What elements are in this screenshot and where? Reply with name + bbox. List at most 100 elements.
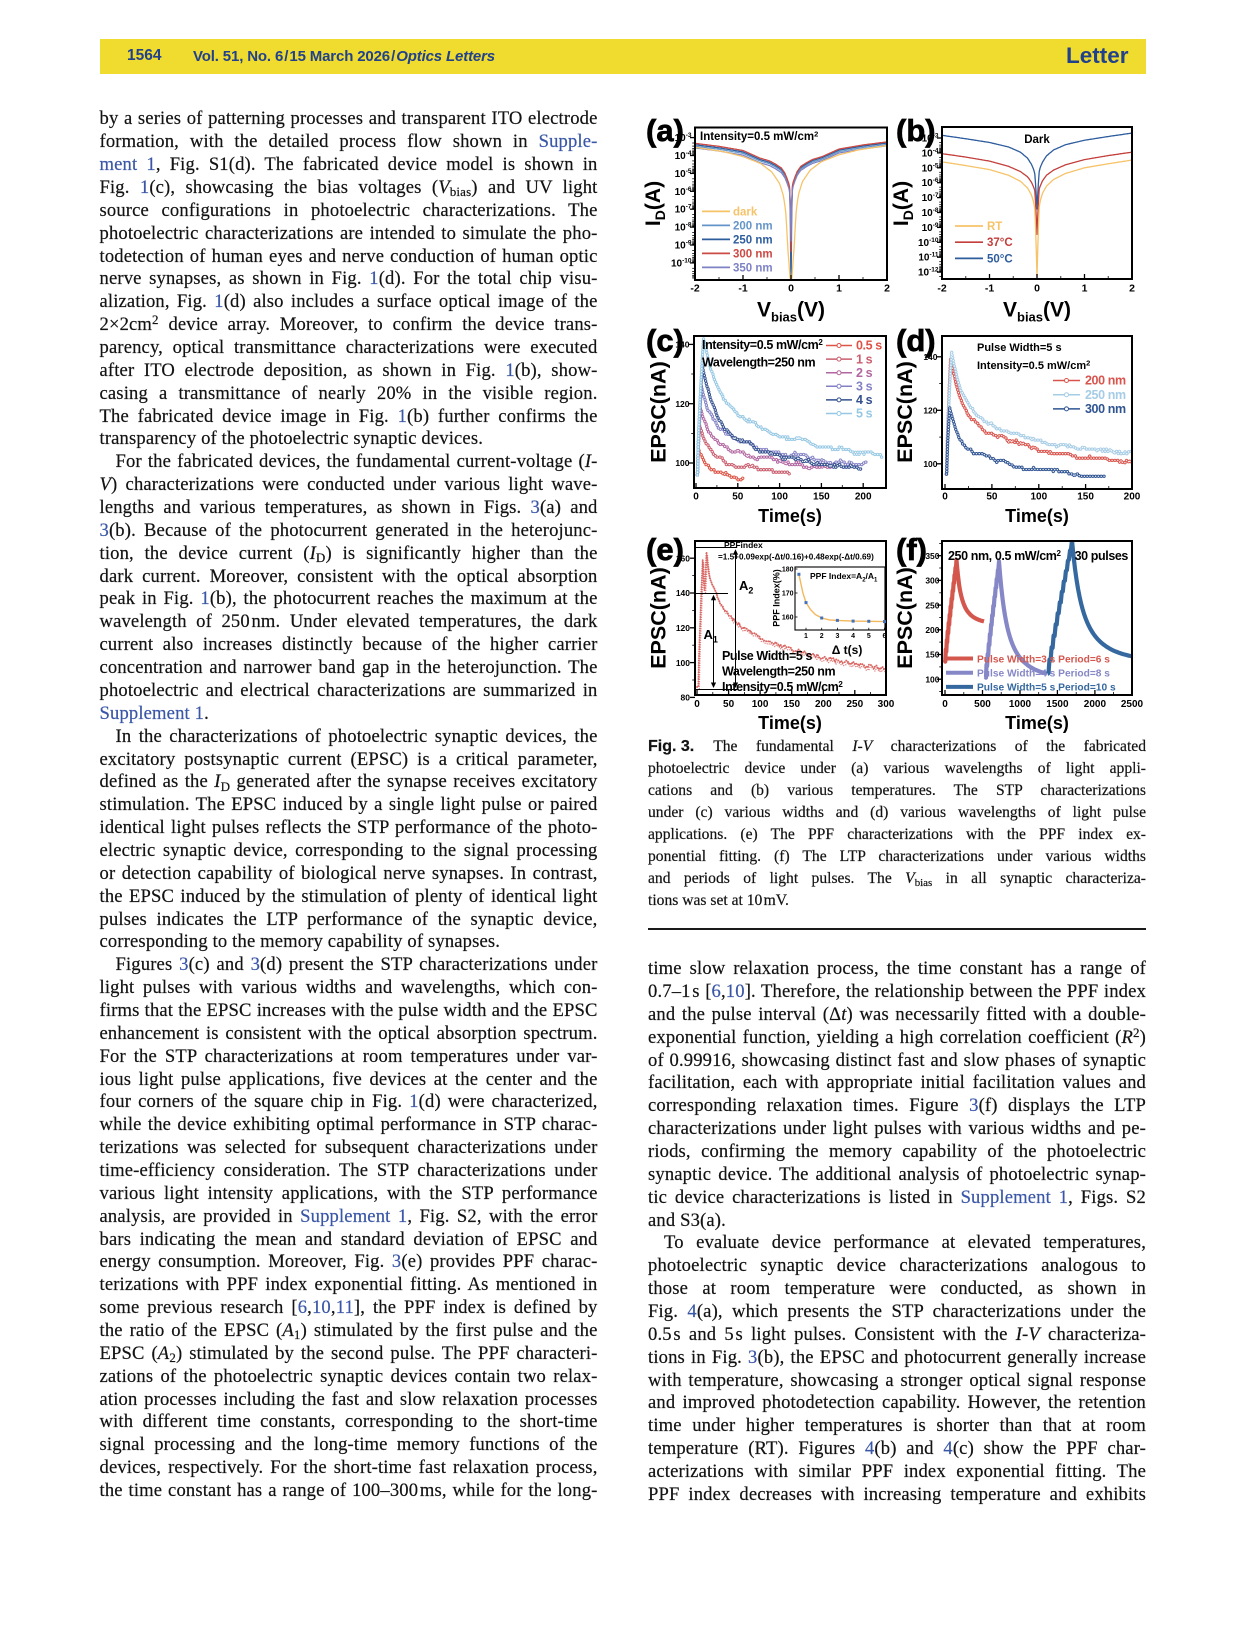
svg-text:10-6: 10-6	[675, 186, 692, 198]
svg-text:0: 0	[693, 492, 699, 503]
svg-text:150: 150	[925, 650, 939, 660]
svg-text:120: 120	[923, 406, 937, 416]
svg-text:EPSC(nA): EPSC(nA)	[893, 567, 917, 669]
svg-text:10-9: 10-9	[675, 240, 692, 252]
svg-text:Pulse Width=3 s Period=6 s: Pulse Width=3 s Period=6 s	[977, 654, 1110, 665]
svg-text:37°C: 37°C	[987, 237, 1013, 249]
svg-text:200 nm: 200 nm	[733, 220, 773, 232]
svg-text:Intensity=0.5 mW/cm2: Intensity=0.5 mW/cm2	[702, 338, 823, 352]
svg-text:500: 500	[974, 699, 991, 710]
svg-text:RT: RT	[987, 221, 1002, 233]
svg-text:Pulse Width=5 s: Pulse Width=5 s	[722, 649, 813, 663]
svg-text:200: 200	[925, 625, 939, 635]
svg-text:300: 300	[925, 576, 939, 586]
svg-text:EPSC(nA): EPSC(nA)	[647, 361, 671, 463]
svg-text:PPF Index(%): PPF Index(%)	[772, 569, 782, 627]
svg-text:10-8: 10-8	[675, 222, 692, 234]
svg-text:350 nm: 350 nm	[733, 262, 773, 274]
svg-text:Pulse Width=4 s Period=8 s: Pulse Width=4 s Period=8 s	[977, 669, 1110, 680]
svg-text:Time(s): Time(s)	[1005, 506, 1069, 526]
svg-text:100: 100	[925, 674, 939, 684]
svg-text:200: 200	[815, 699, 832, 710]
svg-text:Pulse Width=5 s: Pulse Width=5 s	[977, 342, 1062, 354]
svg-text:250: 250	[846, 699, 863, 710]
svg-text:180: 180	[782, 566, 794, 573]
svg-text:ID(A): ID(A)	[642, 181, 668, 226]
svg-text:Wavelength=250 nm: Wavelength=250 nm	[702, 356, 816, 370]
svg-text:100: 100	[771, 492, 788, 503]
svg-text:10-10: 10-10	[918, 237, 939, 249]
svg-text:2: 2	[884, 283, 890, 295]
svg-text:10-5: 10-5	[675, 168, 692, 180]
svg-text:10-11: 10-11	[918, 252, 939, 264]
svg-text:3: 3	[835, 633, 839, 640]
svg-text:Intensity=0.5 mW/cm2: Intensity=0.5 mW/cm2	[722, 680, 843, 694]
svg-text:200 nm: 200 nm	[1085, 374, 1126, 388]
svg-text:250 nm: 250 nm	[733, 234, 773, 246]
svg-text:250 nm, 0.5 mW/cm2: 250 nm, 0.5 mW/cm2	[948, 549, 1062, 563]
svg-text:Intensity=0.5 mW/cm2: Intensity=0.5 mW/cm2	[977, 359, 1090, 373]
svg-text:5 s: 5 s	[856, 407, 873, 421]
svg-text:(a): (a)	[646, 113, 684, 148]
svg-text:1500: 1500	[1046, 699, 1069, 710]
svg-text:10-9: 10-9	[922, 222, 939, 234]
svg-text:100: 100	[675, 458, 689, 468]
svg-text:2: 2	[1129, 283, 1135, 295]
svg-text:Δ t(s): Δ t(s)	[832, 643, 863, 657]
svg-text:PPF Index=A2/A1: PPF Index=A2/A1	[810, 571, 878, 584]
svg-text:150: 150	[813, 492, 830, 503]
svg-text:2 s: 2 s	[856, 366, 873, 380]
svg-text:200: 200	[1124, 492, 1141, 503]
svg-text:140: 140	[675, 340, 689, 350]
svg-text:1 s: 1 s	[856, 352, 873, 366]
svg-text:160: 160	[676, 553, 690, 563]
svg-text:80: 80	[681, 693, 691, 703]
svg-text:Intensity=0.5 mW/cm2: Intensity=0.5 mW/cm2	[700, 130, 818, 144]
svg-text:0: 0	[942, 699, 948, 710]
svg-text:300: 300	[878, 699, 895, 710]
svg-text:0: 0	[788, 283, 794, 295]
svg-text:2000: 2000	[1084, 699, 1107, 710]
svg-text:(d): (d)	[896, 323, 936, 358]
svg-text:300 nm: 300 nm	[733, 248, 773, 260]
svg-text:150: 150	[783, 699, 800, 710]
svg-text:=1.5+0.09exp(-Δt/0.16)+0.48exp: =1.5+0.09exp(-Δt/0.16)+0.48exp(-Δt/0.69)	[718, 553, 874, 562]
svg-text:350: 350	[925, 551, 939, 561]
svg-text:(c): (c)	[646, 323, 684, 358]
svg-text:-1: -1	[738, 283, 747, 295]
svg-text:10-7: 10-7	[922, 192, 939, 204]
svg-text:200: 200	[855, 492, 872, 503]
svg-text:10-7: 10-7	[675, 204, 692, 216]
svg-text:2500: 2500	[1121, 699, 1144, 710]
svg-text:PPFindex: PPFindex	[724, 540, 763, 550]
svg-text:Wavelength=250 nm: Wavelength=250 nm	[722, 665, 836, 679]
svg-text:300 nm: 300 nm	[1085, 402, 1126, 416]
svg-text:-2: -2	[937, 283, 946, 295]
svg-text:A1: A1	[704, 627, 718, 645]
svg-text:10-3: 10-3	[675, 132, 692, 144]
svg-text:Dark: Dark	[1024, 134, 1050, 146]
svg-text:1000: 1000	[1009, 699, 1032, 710]
svg-text:Vbias(V): Vbias(V)	[757, 299, 825, 325]
svg-text:50: 50	[732, 492, 744, 503]
svg-text:EPSC(nA): EPSC(nA)	[647, 567, 671, 669]
svg-text:250 nm: 250 nm	[1085, 388, 1126, 402]
svg-text:5: 5	[867, 633, 871, 640]
svg-text:dark: dark	[733, 206, 758, 218]
svg-text:Time(s): Time(s)	[758, 506, 822, 526]
svg-text:250: 250	[925, 600, 939, 610]
svg-text:A2: A2	[739, 578, 753, 596]
svg-text:140: 140	[676, 588, 690, 598]
svg-text:-2: -2	[690, 283, 699, 295]
svg-text:100: 100	[676, 658, 690, 668]
svg-text:100: 100	[923, 459, 937, 469]
svg-text:50: 50	[986, 492, 998, 503]
svg-text:Time(s): Time(s)	[1005, 713, 1069, 733]
svg-text:4: 4	[851, 633, 855, 640]
svg-text:100: 100	[752, 699, 769, 710]
svg-text:0: 0	[694, 699, 700, 710]
svg-text:10-4: 10-4	[922, 147, 939, 159]
svg-text:30 pulses: 30 pulses	[1075, 549, 1129, 563]
svg-text:0: 0	[942, 492, 948, 503]
svg-text:(f): (f)	[896, 532, 927, 567]
